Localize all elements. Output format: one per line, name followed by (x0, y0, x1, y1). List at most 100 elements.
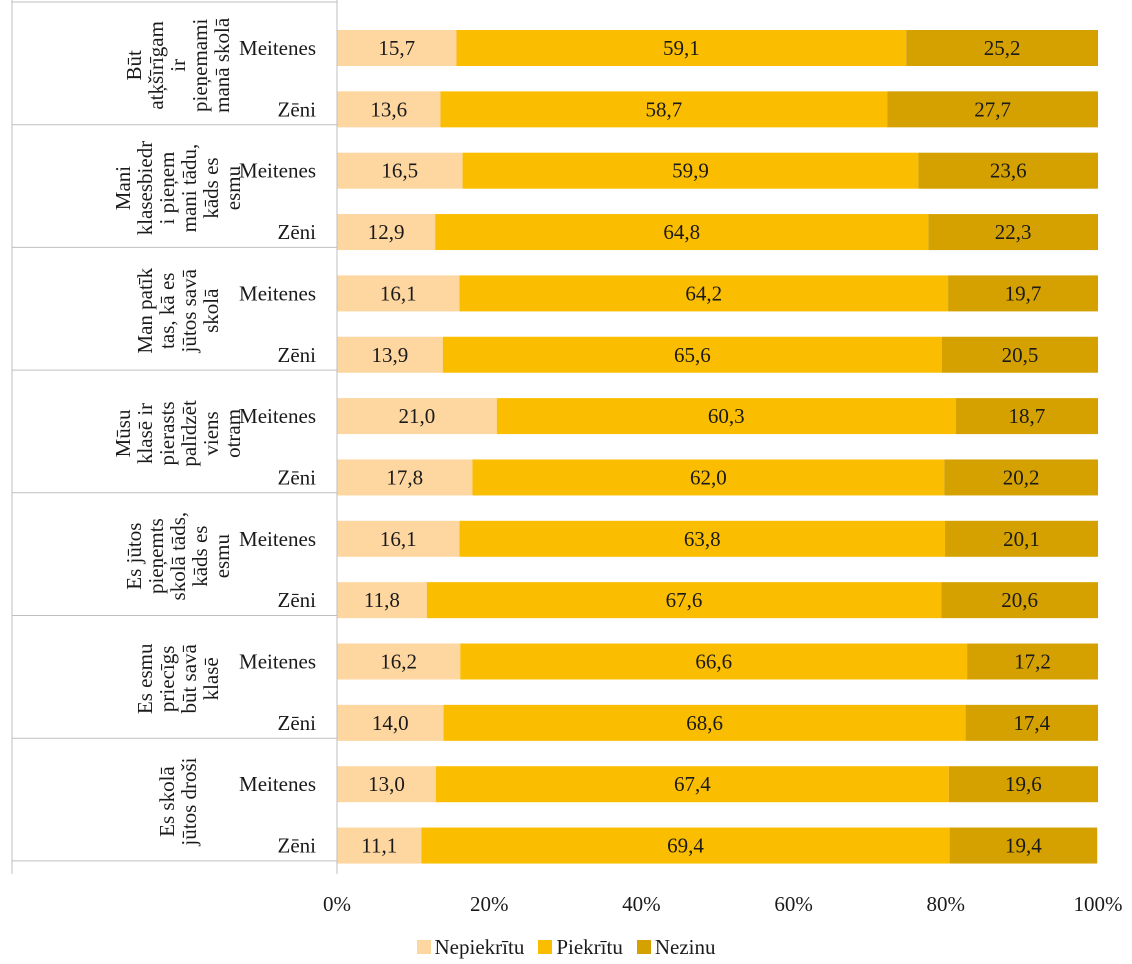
group-label-line: skolā (199, 288, 223, 333)
group-label-line: tas, kā es (155, 273, 179, 349)
group-label-line: mani tādu, (177, 144, 201, 233)
x-tick-label: 40% (622, 892, 661, 916)
group-label-line: atķšīrīgam (144, 21, 168, 110)
bar-nepiekrītu-12 (337, 766, 436, 803)
x-tick-label: 100% (1074, 892, 1123, 916)
bar-nepiekrītu-1 (337, 91, 441, 128)
bar-nezinu-7 (944, 459, 1098, 496)
bar-value-label: 15,7 (378, 36, 415, 60)
category-label: Zēni (278, 834, 317, 858)
group-label-line: manā skolā (210, 17, 234, 113)
bar-nezinu-4 (948, 275, 1098, 312)
bar-value-label: 63,8 (684, 527, 721, 551)
bar-value-label: 25,2 (984, 36, 1021, 60)
bar-value-label: 13,0 (368, 772, 405, 796)
bar-value-label: 20,1 (1003, 527, 1040, 551)
group-label-line: klasē ir (133, 403, 157, 464)
bar-piekrītu-0 (456, 30, 907, 66)
bar-value-label: 18,7 (1008, 404, 1045, 428)
category-label: Zēni (278, 588, 317, 612)
bar-nezinu-8 (945, 520, 1098, 557)
bar-nepiekrītu-9 (337, 582, 427, 619)
bar-value-label: 16,1 (380, 527, 417, 551)
bar-value-label: 22,3 (995, 220, 1032, 244)
bar-value-label: 17,2 (1014, 650, 1051, 674)
legend-label: Piekrītu (556, 934, 623, 959)
bar-nezinu-0 (906, 30, 1098, 66)
bar-value-labels: 15,7 59,1 25,2 13,6 58,7 27,7 16,5 59,9 23,6 12,9… (361, 36, 1051, 858)
bar-value-label: 65,6 (674, 343, 711, 367)
group-label-line: esmu (221, 165, 245, 210)
bar-value-label: 27,7 (974, 97, 1011, 121)
category-label: Meitenes (239, 281, 316, 305)
category-labels: Meitenes Zēni Meitenes Zēni Meitenes Zēni Meit… (239, 36, 316, 858)
group-label-line: palīdzēt (177, 400, 201, 467)
group-label-line: otram (221, 409, 245, 458)
x-tick-label: 20% (470, 892, 509, 916)
bar-value-label: 19,4 (1005, 834, 1042, 858)
category-label: Zēni (278, 343, 317, 367)
group-label-line: priecīgs (155, 646, 179, 712)
bars (337, 30, 1098, 864)
bar-value-label: 69,4 (667, 834, 704, 858)
category-label: Meitenes (239, 772, 316, 796)
bar-nepiekrītu-8 (337, 520, 460, 557)
bar-piekrītu-8 (459, 520, 946, 557)
category-label: Meitenes (239, 404, 316, 428)
bar-value-label: 20,6 (1001, 588, 1038, 612)
bar-nezinu-3 (928, 214, 1098, 251)
bar-value-label: 17,8 (386, 465, 423, 489)
bar-piekrītu-2 (462, 152, 919, 189)
bar-nezinu-2 (918, 152, 1098, 189)
group-label-line: esmu (210, 533, 234, 578)
bar-value-label: 20,5 (1002, 343, 1039, 367)
bar-value-label: 60,3 (708, 404, 745, 428)
group-label-line: skolā tāds, (166, 512, 190, 601)
category-label: Meitenes (239, 159, 316, 183)
bar-nezinu-9 (941, 582, 1098, 619)
group-label-line: i pieņem (155, 152, 179, 225)
bar-piekrītu-9 (426, 582, 942, 619)
bar-value-label: 23,6 (990, 159, 1027, 183)
bar-nepiekrītu-13 (337, 827, 422, 864)
legend-swatch (416, 940, 431, 954)
bar-value-label: 58,7 (645, 97, 682, 121)
group-label-line: Es jūtos (122, 523, 146, 590)
bar-value-label: 13,6 (370, 97, 407, 121)
bar-value-label: 68,6 (686, 711, 723, 735)
legend-item: Piekrītu (538, 935, 623, 960)
bar-nepiekrītu-4 (337, 275, 460, 312)
category-label: Meitenes (239, 36, 316, 60)
bar-value-label: 19,7 (1005, 281, 1042, 305)
group-label-line: jūtos droši (177, 757, 201, 846)
category-label: Zēni (278, 711, 317, 735)
axes: 0% 20% 40% 60% 80% 100% (11, 0, 1123, 916)
bar-nepiekrītu-2 (337, 152, 463, 189)
bar-piekrītu-13 (421, 827, 950, 864)
bar-piekrītu-10 (460, 643, 968, 680)
bar-piekrītu-5 (442, 336, 942, 373)
group-label-line: Es skolā (155, 766, 179, 837)
bar-nezinu-1 (887, 91, 1098, 128)
bar-piekrītu-7 (472, 459, 945, 496)
bar-piekrītu-12 (435, 766, 949, 803)
bar-nepiekrītu-0 (337, 30, 457, 66)
legend-item: Nepiekrītu (416, 935, 524, 960)
legend-item: Nezinu (636, 935, 715, 960)
bar-nepiekrītu-3 (337, 214, 436, 251)
bar-value-label: 16,1 (380, 281, 417, 305)
bar-piekrītu-1 (440, 91, 888, 128)
bar-nepiekrītu-7 (337, 459, 473, 496)
group-label-line: Būt (122, 50, 146, 81)
bar-value-label: 16,5 (381, 159, 418, 183)
group-label-line: kāds es (188, 526, 212, 587)
bar-nezinu-5 (941, 336, 1098, 373)
group-label-line: pieņemts (144, 518, 168, 594)
category-label: Meitenes (239, 650, 316, 674)
category-label: Zēni (278, 465, 317, 489)
